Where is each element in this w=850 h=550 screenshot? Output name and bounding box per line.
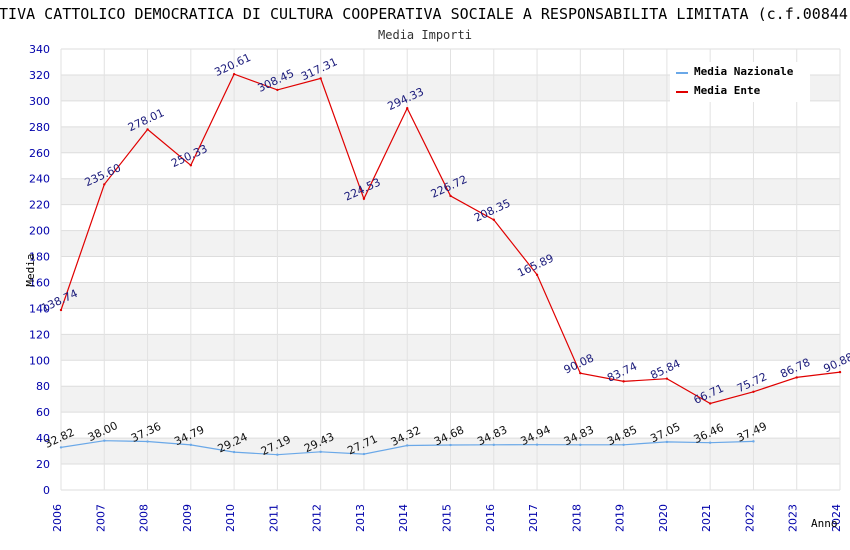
y-tick-label: 140 <box>29 302 50 315</box>
data-point <box>319 450 322 454</box>
y-tick-label: 80 <box>36 380 50 393</box>
y-tick-label: 300 <box>29 95 50 108</box>
data-point <box>492 443 495 447</box>
data-point <box>535 273 539 277</box>
y-axis-label: Media <box>24 253 37 286</box>
data-point <box>492 218 495 221</box>
data-point <box>276 453 279 456</box>
data-point <box>579 371 582 375</box>
data-point <box>406 107 409 110</box>
legend-box <box>670 62 810 102</box>
y-tick-label: 260 <box>29 147 50 160</box>
x-tick-label: 2016 <box>484 504 497 532</box>
x-tick-label: 2011 <box>267 504 280 532</box>
data-point <box>59 308 63 312</box>
data-point <box>795 376 798 379</box>
y-axis: 0 20 40 60 80 100 120 140 160 180 200 220 240 260 280 3… <box>29 43 50 497</box>
data-point <box>232 72 236 76</box>
x-tick-label: 2023 <box>787 504 800 532</box>
y-tick-label: 120 <box>29 328 50 341</box>
data-point <box>146 128 149 131</box>
grid-lines <box>60 48 841 491</box>
data-point <box>665 440 669 444</box>
data-point <box>708 441 712 444</box>
y-tick-label: 40 <box>36 432 50 445</box>
data-point <box>103 183 106 186</box>
series-lines <box>59 72 842 456</box>
x-tick-label: 2022 <box>743 504 756 532</box>
data-point <box>189 164 193 167</box>
x-tick-label: 2015 <box>441 504 454 532</box>
x-tick-label: 2010 <box>224 504 237 532</box>
data-point <box>752 440 755 443</box>
x-tick-label: 2019 <box>614 504 627 532</box>
data-label: 138.74 <box>39 287 79 315</box>
data-point <box>189 443 193 447</box>
legend: Media Nazionale Media Ente <box>670 62 810 102</box>
y-tick-label: 60 <box>36 406 50 419</box>
x-tick-label: 2020 <box>657 504 670 532</box>
data-point <box>276 88 279 92</box>
data-point <box>579 443 582 447</box>
data-point <box>752 390 755 393</box>
data-point <box>319 77 322 80</box>
y-tick-label: 240 <box>29 173 50 186</box>
data-point <box>362 452 366 456</box>
y-tick-label: 320 <box>29 69 50 82</box>
x-tick-label: 2006 <box>51 504 64 532</box>
data-point <box>622 380 625 383</box>
x-tick-label: 2014 <box>397 504 410 532</box>
x-tick-label: 2018 <box>570 504 583 532</box>
x-tick-label: 2012 <box>311 504 324 532</box>
data-point <box>103 439 106 442</box>
data-point <box>665 377 669 380</box>
y-tick-label: 20 <box>36 458 50 471</box>
data-point <box>838 370 842 374</box>
x-axis: 2006 2007 2008 2009 2010 2011 2012 2013 2014 2015… <box>51 504 843 532</box>
chart-title: ATIVA CATTOLICO DEMOCRATICA DI CULTURA C… <box>0 5 848 23</box>
data-point <box>232 450 236 454</box>
y-tick-label: 160 <box>29 276 50 289</box>
x-axis-label: Anno <box>811 517 838 530</box>
chart-subtitle: Media Importi <box>378 28 472 42</box>
x-tick-label: 2024 <box>830 504 843 532</box>
y-tick-label: 180 <box>29 251 50 264</box>
data-point <box>622 443 625 446</box>
data-point <box>449 194 452 198</box>
y-tick-label: 340 <box>29 43 50 56</box>
y-tick-label: 200 <box>29 225 50 238</box>
x-tick-label: 2017 <box>527 504 540 532</box>
legend-item-media-nazionale: Media Nazionale <box>694 65 794 78</box>
data-point <box>146 440 149 443</box>
x-tick-label: 2009 <box>181 504 194 532</box>
data-point <box>59 446 63 449</box>
legend-item-media-ente: Media Ente <box>694 84 761 97</box>
y-tick-label: 0 <box>43 484 50 497</box>
data-point <box>449 443 452 447</box>
data-point <box>362 197 366 200</box>
data-point <box>406 444 409 447</box>
y-tick-label: 220 <box>29 199 50 212</box>
x-tick-label: 2007 <box>94 504 107 532</box>
x-tick-label: 2013 <box>354 504 367 532</box>
data-point <box>708 402 712 405</box>
x-tick-label: 2021 <box>700 504 713 532</box>
y-tick-label: 280 <box>29 121 50 134</box>
data-point <box>535 443 539 446</box>
y-tick-label: 100 <box>29 354 50 367</box>
x-tick-label: 2008 <box>138 504 151 532</box>
